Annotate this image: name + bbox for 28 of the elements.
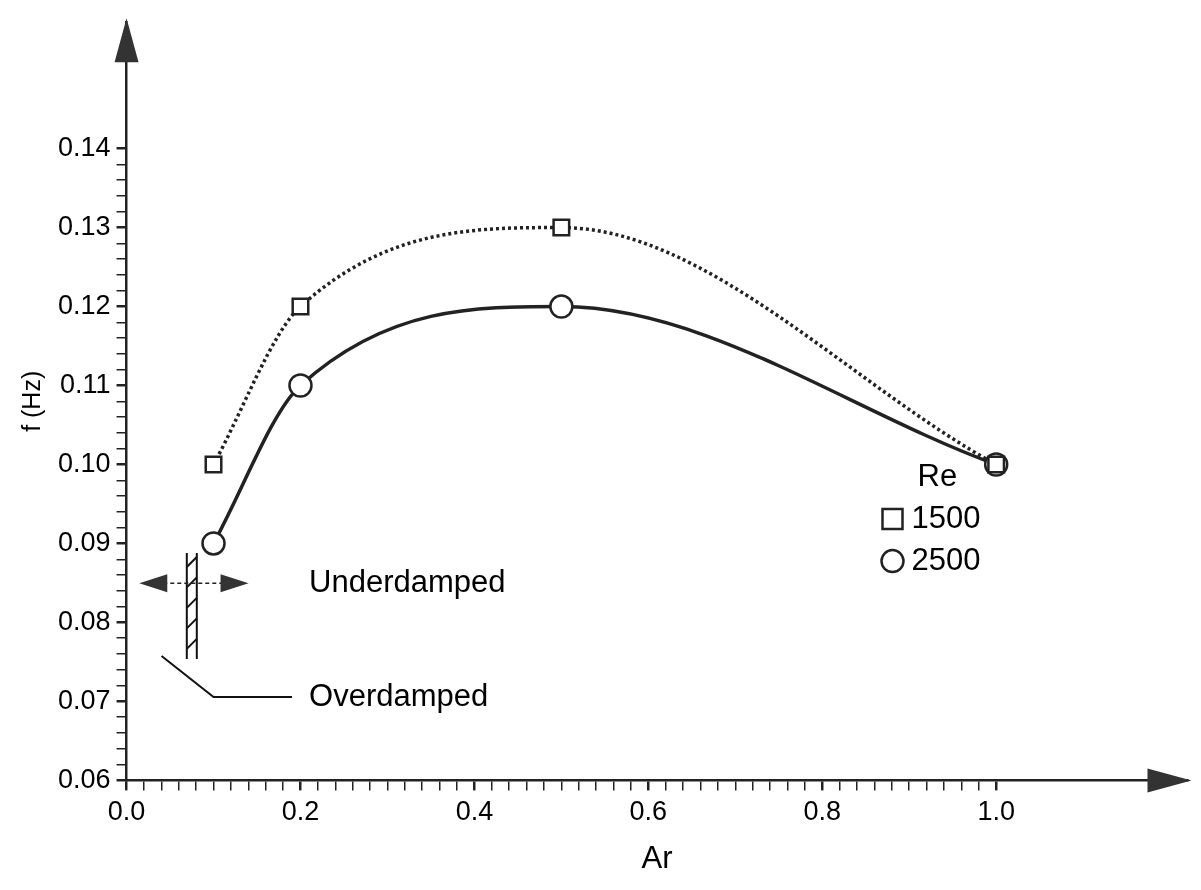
x-tick-label: 0.0 (107, 796, 146, 827)
x-axis-title: Ar (641, 839, 673, 875)
annotation: Overdamped (309, 677, 489, 713)
y-tick-label: 0.07 (57, 684, 111, 715)
point (201, 531, 226, 556)
point (204, 455, 223, 474)
annotation: Underdamped (309, 563, 506, 599)
y-tick-label: 0.11 (60, 368, 111, 399)
x-tick-label: 0.8 (803, 796, 842, 827)
point (291, 297, 310, 316)
y-tick-label: 0.08 (57, 605, 111, 636)
y-tick-label: 0.14 (57, 132, 111, 163)
x-tick-label: 0.4 (455, 796, 494, 827)
legend-title: Re (917, 457, 958, 493)
y-axis-title: f (Hz) (16, 370, 45, 432)
x-tick-label: 0.6 (629, 796, 668, 827)
x-tick-label: 0.2 (281, 796, 320, 827)
y-tick-label: 0.10 (57, 447, 111, 478)
legend-label: 1500 (911, 499, 981, 535)
y-tick-label: 0.06 (57, 763, 111, 794)
y-tick-label: 0.13 (57, 211, 111, 241)
x-tick-label: 1.0 (977, 796, 1015, 827)
point (549, 294, 574, 319)
y-tick-label: 0.09 (57, 526, 111, 557)
point (288, 373, 313, 398)
legend-label: 2500 (911, 541, 981, 577)
y-tick-label: 0.12 (57, 289, 111, 320)
point (552, 218, 571, 237)
